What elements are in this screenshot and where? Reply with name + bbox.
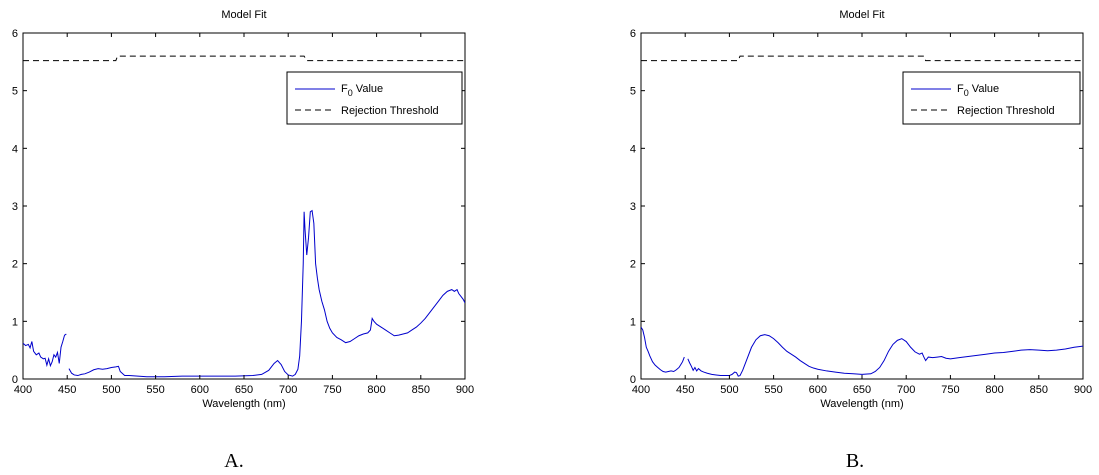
x-tick-label: 750 bbox=[941, 384, 959, 396]
x-tick-label: 700 bbox=[897, 384, 915, 396]
chart-panel-b: 400 450 500 550 600 650 700 750 800 850 900 0 1 2 3 4 5 6… bbox=[630, 9, 1092, 472]
x-axis-label: Wavelength (nm) bbox=[820, 398, 903, 410]
y-tick-label: 3 bbox=[630, 201, 636, 213]
rejection-threshold-line-segment-0 bbox=[641, 55, 1083, 62]
legend-label-f0-subscript: 0 bbox=[348, 88, 353, 98]
panel-caption: B. bbox=[846, 450, 864, 472]
y-tick-label: 4 bbox=[630, 143, 636, 155]
y-tick-label: 3 bbox=[12, 201, 18, 213]
y-tick-label: 6 bbox=[12, 28, 18, 40]
y-tick-label: 2 bbox=[630, 259, 636, 271]
x-tick-label: 500 bbox=[720, 384, 738, 396]
x-tick-label: 500 bbox=[102, 384, 120, 396]
legend: F0 Value Rejection Threshold bbox=[286, 71, 463, 125]
legend-box bbox=[286, 71, 463, 125]
chart-panel-a: 400 450 500 550 600 650 700 750 800 850 900 0 1 2 3 4 5 6… bbox=[12, 9, 474, 472]
x-axis-label: Wavelength (nm) bbox=[202, 398, 285, 410]
x-tick-label: 400 bbox=[632, 384, 650, 396]
x-tick-label: 650 bbox=[853, 384, 871, 396]
y-tick-label: 6 bbox=[630, 28, 636, 40]
legend: F0 Value Rejection Threshold bbox=[902, 71, 1081, 125]
x-tick-label: 800 bbox=[367, 384, 385, 396]
y-tick-label: 2 bbox=[12, 259, 18, 271]
x-tick-label: 750 bbox=[323, 384, 341, 396]
x-tick-label: 700 bbox=[279, 384, 297, 396]
y-tick-label: 0 bbox=[630, 374, 636, 386]
x-tick-label: 550 bbox=[764, 384, 782, 396]
panel-caption: A. bbox=[224, 450, 243, 472]
legend-box bbox=[902, 71, 1081, 125]
chart-title: Model Fit bbox=[839, 9, 884, 21]
x-tick-label: 450 bbox=[58, 384, 76, 396]
legend-label-f0-subscript: 0 bbox=[964, 88, 969, 98]
legend-label-f0-letter: F bbox=[341, 83, 348, 95]
x-tick-label: 850 bbox=[412, 384, 430, 396]
legend-label-rejection-threshold: Rejection Threshold bbox=[341, 105, 439, 117]
x-tick-label: 650 bbox=[235, 384, 253, 396]
legend-label-f0-letter: F bbox=[957, 83, 964, 95]
chart-title: Model Fit bbox=[221, 9, 266, 21]
legend-label-rejection-threshold: Rejection Threshold bbox=[957, 105, 1055, 117]
f0-value-line-segment-0 bbox=[641, 326, 685, 373]
y-tick-label: 1 bbox=[630, 316, 636, 328]
x-tick-label: 400 bbox=[14, 384, 32, 396]
x-tick-label: 900 bbox=[1074, 384, 1092, 396]
y-tick-label: 5 bbox=[630, 86, 636, 98]
x-tick-label: 600 bbox=[809, 384, 827, 396]
x-tick-label: 850 bbox=[1030, 384, 1048, 396]
f0-value-line-segment-1 bbox=[687, 334, 1083, 377]
y-tick-label: 5 bbox=[12, 86, 18, 98]
f0-value-line-segment-0 bbox=[23, 333, 67, 368]
legend-label-f0-value: F0 Value bbox=[341, 83, 383, 98]
legend-label-f0-rest: Value bbox=[969, 83, 999, 95]
legend-label-f0-rest: Value bbox=[353, 83, 383, 95]
y-tick-label: 4 bbox=[12, 143, 18, 155]
y-tick-label: 1 bbox=[12, 316, 18, 328]
x-tick-label: 600 bbox=[191, 384, 209, 396]
x-tick-label: 800 bbox=[985, 384, 1003, 396]
x-tick-label: 900 bbox=[456, 384, 474, 396]
x-tick-label: 450 bbox=[676, 384, 694, 396]
f0-value-line-segment-1 bbox=[68, 209, 465, 378]
y-tick-label: 0 bbox=[12, 374, 18, 386]
legend-label-f0-value: F0 Value bbox=[957, 83, 999, 98]
x-tick-label: 550 bbox=[146, 384, 164, 396]
rejection-threshold-line-segment-0 bbox=[23, 55, 465, 62]
